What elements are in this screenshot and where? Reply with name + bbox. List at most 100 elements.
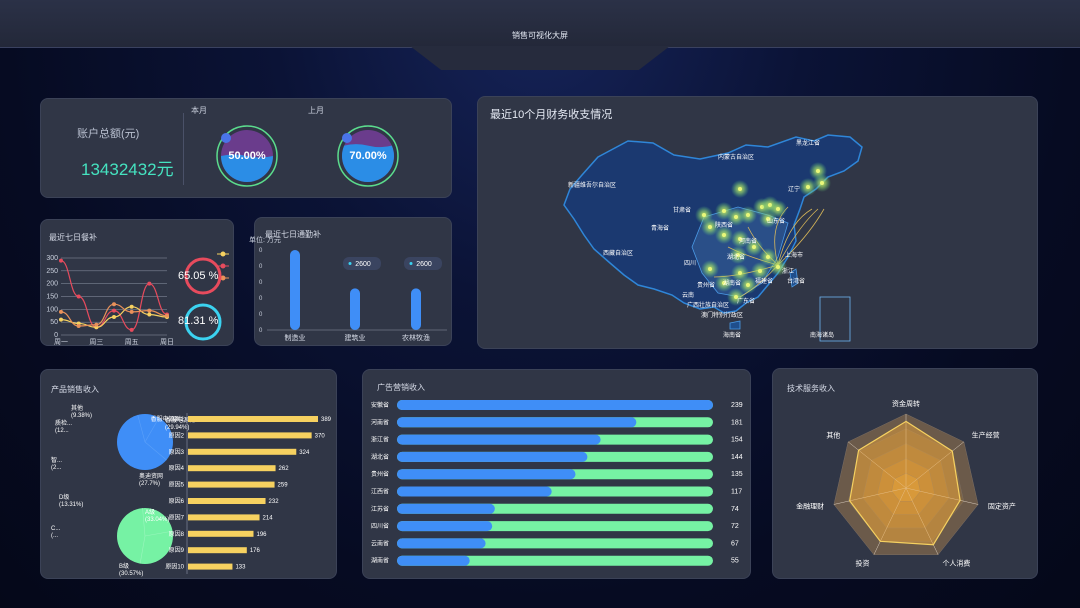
product-bar-value: 232 — [269, 499, 280, 505]
commute-tooltip-box — [343, 257, 381, 270]
commute-unit: 单位: 万元 — [249, 237, 281, 244]
product-pie2-label: (13.31%) — [59, 502, 83, 508]
map-core-dot — [758, 269, 762, 273]
product-bar-value: 259 — [278, 483, 289, 489]
tech-radar-series — [849, 420, 961, 546]
map-label-gansu: 甘肃省 — [673, 206, 691, 214]
nanhai-inset — [819, 296, 851, 342]
product-bar-value: 196 — [257, 532, 268, 538]
map-label-shanghai: 上海市 — [785, 251, 803, 259]
ads-bar-fill — [397, 417, 637, 428]
account-panel: 账户总额(元) 13432432元 本月 上月 50.00% 70.00% — [40, 98, 452, 198]
meal-point — [59, 258, 63, 263]
product-pie-slice-edge — [144, 441, 167, 461]
this-month-pct: 50.00% — [228, 150, 266, 162]
product-bar-value: 324 — [299, 450, 310, 456]
commute-tooltip-box — [404, 257, 442, 270]
tech-radar-spoke — [905, 441, 965, 489]
commute-tooltip-dot — [409, 262, 413, 265]
map-core-dot — [738, 237, 742, 241]
meal-point — [112, 315, 116, 320]
ads-bar-category: 河南省 — [371, 418, 389, 426]
map-panel: 最近10个月财务收支情况 黑龙江省 内蒙古自治区 新疆维吾尔自治区 甘肃省 青海省 西藏自… — [477, 96, 1038, 349]
commute-bar — [411, 288, 421, 330]
tech-radar-axis-label: 其他 — [826, 431, 840, 440]
map-label-zhejiang: 浙江 — [782, 267, 794, 275]
ads-bar-value: 135 — [731, 471, 743, 478]
meal-ytick: 50 — [50, 319, 58, 326]
product-pie1-label: 其他 — [71, 404, 83, 412]
product-pie-slice-edge — [142, 508, 146, 537]
product-bar-category: 原因2 — [169, 432, 185, 439]
ads-bar-value: 72 — [731, 523, 739, 530]
map-core-dot — [738, 271, 742, 275]
meal-xtick: 周五 — [125, 338, 139, 346]
product-bar-value: 389 — [321, 417, 332, 423]
map-label-heilongjiang: 黑龙江省 — [796, 139, 820, 147]
commute-ytick: 0 — [259, 280, 263, 286]
tech-panel: 技术服务收入 资金周转 生产经营 固定资产 个人消费 投资 金融理财 其他 — [772, 368, 1038, 579]
map-label-hainan: 海南省 — [723, 331, 741, 339]
ads-bar-category: 安徽省 — [371, 401, 389, 409]
tech-radar-spoke — [833, 487, 907, 505]
product-bar — [188, 530, 254, 537]
product-bar-value: 133 — [235, 565, 246, 571]
product-bar-value: 370 — [315, 433, 326, 439]
map-core-dot — [722, 209, 726, 213]
product-pie-slice-edge — [139, 535, 146, 564]
meal-ytick: 300 — [46, 255, 58, 262]
ads-bar-category: 四川省 — [371, 522, 389, 530]
map-title: 最近10个月财务收支情况 — [490, 109, 613, 121]
product-bar — [188, 498, 266, 504]
product-bar-category: 原因7 — [169, 514, 185, 521]
tech-radar-axis-label: 个人消费 — [942, 559, 970, 568]
meal-point — [59, 317, 63, 322]
map-label-hubei: 湖北省 — [727, 253, 745, 261]
commute-bar-chart: 0 0 0 0 0 0 制造业 建筑业 农林牧渔 2600 2600 — [259, 248, 447, 342]
meal-point — [112, 308, 116, 313]
map-core-dot — [722, 233, 726, 237]
commute-ytick: 0 — [259, 296, 263, 302]
ads-bar-category: 贵州省 — [371, 470, 389, 478]
account-amount: 13432432元 — [81, 160, 174, 179]
tech-radar-axis-label: 生产经营 — [972, 431, 1000, 440]
product-bar-category: 原因5 — [169, 482, 185, 489]
last-month-label: 上月 — [308, 106, 324, 115]
tech-radar-spoke — [847, 441, 907, 489]
product-bar-category: 原因10 — [165, 564, 184, 571]
taiwan-shape — [789, 268, 799, 288]
commute-category: 农林牧渔 — [402, 333, 430, 342]
product-pie1-label: (9.38%) — [71, 413, 92, 419]
product-bar — [188, 432, 312, 439]
map-label-hunan: 湖南省 — [723, 279, 741, 287]
map-label-shandong: 山东省 — [767, 217, 785, 225]
meal-ytick: 200 — [46, 281, 58, 288]
map-core-dot — [820, 181, 824, 185]
product-bar-value: 262 — [279, 466, 290, 472]
commute-category: 制造业 — [285, 333, 306, 342]
tech-radar-axis-label: 投资 — [856, 559, 870, 568]
map-core-dot — [806, 185, 810, 189]
this-month-liquid — [221, 154, 273, 182]
ads-bar-value: 55 — [731, 558, 739, 565]
map-core-dot — [766, 217, 770, 221]
product-pie1-label: 质检... — [55, 419, 72, 427]
ads-bar-fill — [397, 503, 495, 514]
commute-ytick: 0 — [259, 264, 263, 270]
tech-title: 技术服务收入 — [787, 384, 835, 393]
ads-bar-category: 浙江省 — [371, 436, 389, 444]
this-month-label: 本月 — [191, 106, 207, 115]
ads-bar-value: 239 — [731, 402, 743, 409]
this-month-gauge: 50.00% — [216, 125, 278, 187]
meal-point — [76, 294, 81, 299]
commute-ytick: 0 — [259, 328, 263, 334]
products-charts: 其他(9.38%)质检...(12...智...(2...香服电源剧1(29.9… — [51, 404, 332, 577]
meal-xtick: 周三 — [89, 338, 103, 346]
product-bar — [188, 481, 275, 488]
commute-panel: 最近七日通勤补 单位: 万元 0 0 0 0 0 0 制造业 建筑业 农林牧渔 2600 2600 — [249, 217, 452, 346]
meal-ring-1 — [184, 257, 222, 295]
meal-point — [165, 313, 169, 318]
map-core-dot — [746, 283, 750, 287]
ads-title: 广告营销收入 — [377, 383, 425, 392]
product-bar-category: 原因4 — [169, 465, 185, 472]
